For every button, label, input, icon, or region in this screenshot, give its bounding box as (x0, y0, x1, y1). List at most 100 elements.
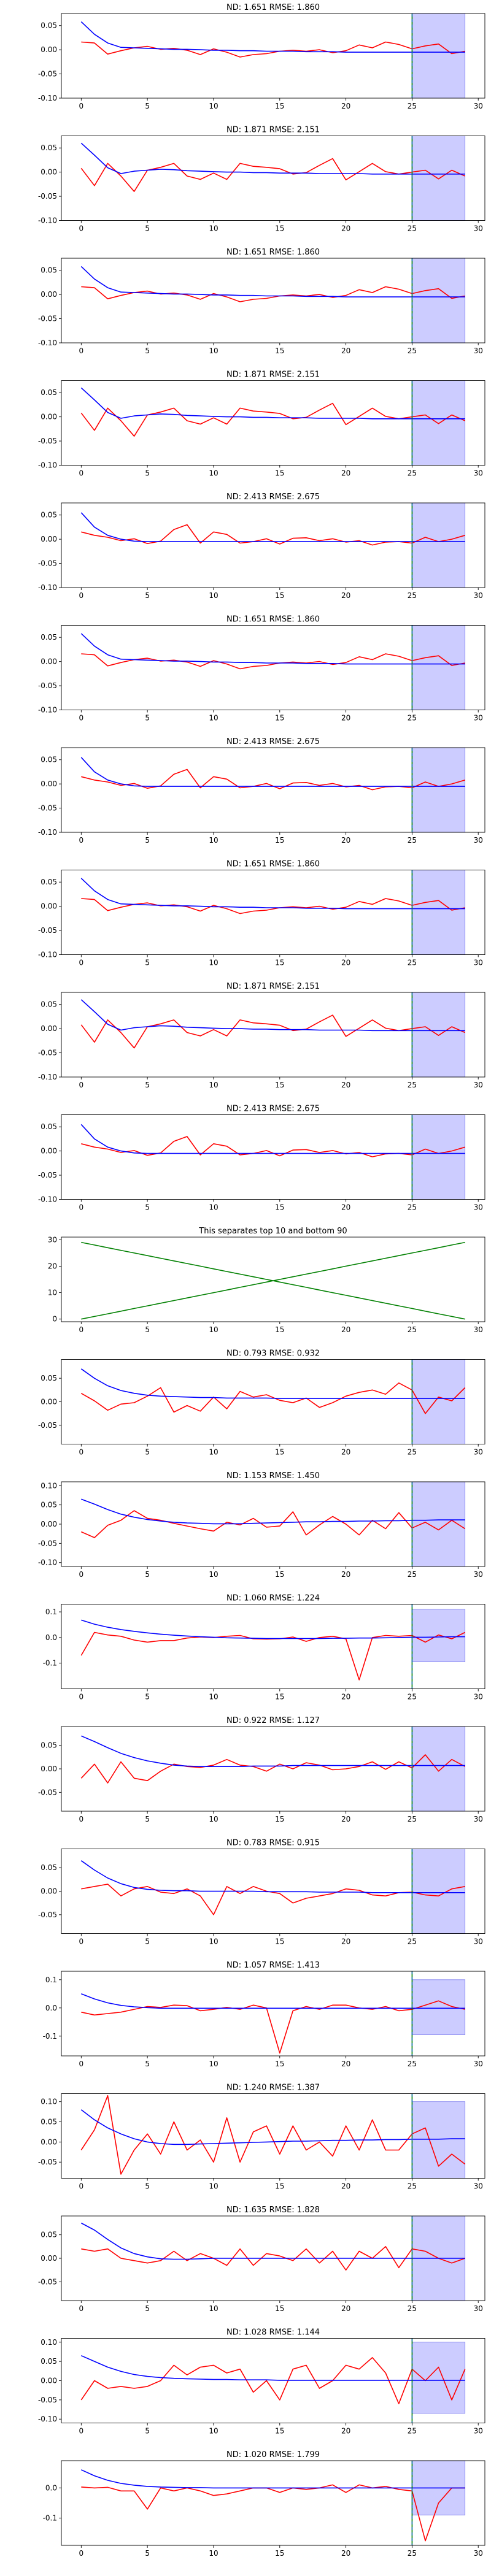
x-tick-label: 15 (275, 2304, 284, 2313)
y-tick-label: -0.05 (38, 1911, 57, 1919)
x-tick-label: 25 (408, 1448, 417, 1457)
x-tick-label: 0 (79, 2182, 84, 2191)
chart-title: ND: 1.651 RMSE: 1.860 (226, 615, 320, 624)
chart-title: ND: 1.871 RMSE: 2.151 (226, 982, 320, 991)
y-tick-label: -0.10 (38, 583, 57, 592)
y-tick-label: -0.05 (38, 1539, 57, 1547)
chart-title: ND: 1.651 RMSE: 1.860 (226, 860, 320, 869)
x-tick-label: 30 (474, 714, 483, 723)
y-tick-label: 0.05 (41, 878, 57, 886)
series-target (81, 2246, 465, 2271)
x-tick-label: 30 (474, 1325, 483, 1334)
x-tick-label: 20 (341, 224, 350, 233)
x-tick-label: 30 (474, 1570, 483, 1579)
x-tick-label: 10 (209, 2182, 218, 2191)
chart-panel-8: ND: 1.651 RMSE: 1.860 0 5 10 15 20 25 30 -0.10 -0… (38, 860, 485, 967)
y-tick-label: 0.05 (41, 633, 57, 642)
series-prediction (81, 1993, 465, 2009)
y-tick-label: -0.05 (38, 1788, 57, 1796)
x-tick-label: 10 (209, 1325, 218, 1334)
x-tick-label: 5 (145, 1325, 150, 1334)
x-tick-label: 25 (408, 1938, 417, 1946)
x-tick-label: 15 (275, 102, 284, 110)
y-tick-label: 0.0 (45, 1633, 57, 1642)
series-target (81, 41, 465, 58)
forecast-band (412, 2342, 466, 2414)
x-tick-label: 10 (209, 469, 218, 478)
chart-panel-11: This separates top 10 and bottom 90 0 5 10 1… (48, 1227, 485, 1334)
series-prediction (80, 1860, 465, 1893)
x-tick-label: 25 (408, 224, 417, 233)
x-tick-label: 30 (474, 2182, 483, 2191)
series-prediction (80, 21, 465, 53)
x-tick-label: 20 (341, 836, 350, 845)
x-tick-label: 20 (341, 1448, 350, 1457)
y-tick-label: -0.10 (38, 1558, 57, 1567)
x-tick-label: 30 (474, 1203, 483, 1212)
x-tick-label: 25 (408, 591, 417, 600)
x-tick-label: 20 (341, 469, 350, 478)
y-tick-label: 0.00 (41, 290, 57, 299)
chart-panel-18: ND: 1.240 RMSE: 1.387 0 5 10 15 20 25 30 -0.05 0.… (38, 2083, 485, 2191)
y-tick-label: -0.05 (38, 437, 57, 445)
forecast-band (412, 1726, 466, 1812)
x-tick-label: 20 (341, 1815, 350, 1823)
chart-panel-4: ND: 1.871 RMSE: 2.151 0 5 10 15 20 25 30 -0.10 -0… (38, 370, 485, 478)
axes-frame (61, 1604, 485, 1689)
x-tick-label: 25 (408, 1570, 417, 1579)
series-target (81, 2484, 465, 2542)
x-tick-label: 10 (209, 1081, 218, 1089)
x-tick-label: 15 (275, 1815, 284, 1823)
x-tick-label: 10 (209, 1570, 218, 1579)
series-prediction (80, 387, 465, 420)
x-tick-label: 30 (474, 836, 483, 845)
x-tick-label: 5 (145, 347, 150, 355)
series-target (80, 1510, 466, 1538)
y-tick-label: 0.00 (41, 1765, 57, 1773)
x-tick-label: 30 (474, 2427, 483, 2436)
x-tick-label: 15 (275, 591, 284, 600)
x-tick-label: 10 (209, 2304, 218, 2313)
y-tick-label: 0.00 (41, 1520, 57, 1528)
y-tick-label: 0.00 (41, 657, 57, 666)
y-tick-label: 0.05 (41, 756, 57, 764)
x-tick-label: 10 (209, 1448, 218, 1457)
x-tick-label: 20 (341, 2549, 350, 2558)
chart-title: This separates top 10 and bottom 90 (198, 1227, 347, 1236)
x-tick-label: 15 (275, 1325, 284, 1334)
axes-frame (61, 870, 485, 955)
x-tick-label: 20 (341, 714, 350, 723)
series-prediction (80, 1735, 465, 1767)
y-tick-label: -0.05 (38, 2158, 57, 2166)
chart-panel-21: ND: 1.020 RMSE: 1.799 0 5 10 15 20 25 30 -0.1 0.0 (43, 2450, 485, 2558)
y-tick-label: 0.10 (41, 1481, 57, 1490)
series-target (80, 1014, 466, 1049)
x-tick-label: 15 (275, 1938, 284, 1946)
y-tick-label: 20 (48, 1262, 57, 1270)
y-tick-label: -0.05 (38, 804, 57, 813)
x-tick-label: 30 (474, 959, 483, 967)
chart-title: ND: 1.871 RMSE: 2.151 (226, 370, 320, 380)
x-tick-label: 5 (145, 2182, 150, 2191)
x-tick-label: 5 (145, 102, 150, 110)
x-tick-label: 25 (408, 1693, 417, 1701)
x-tick-label: 5 (145, 1938, 150, 1946)
chart-title: ND: 1.635 RMSE: 1.828 (226, 2206, 320, 2215)
x-tick-label: 15 (275, 1693, 284, 1701)
x-tick-label: 10 (209, 959, 218, 967)
y-tick-label: -0.10 (38, 2415, 57, 2423)
chart-panel-2: ND: 1.871 RMSE: 2.151 0 5 10 15 20 25 30 -0.10 -0… (38, 126, 485, 233)
axes-frame (61, 502, 485, 588)
chart-panel-17: ND: 1.057 RMSE: 1.413 0 5 10 15 20 25 30 -0.1 0.0… (43, 1961, 485, 2068)
forecast-band (412, 136, 466, 221)
x-tick-label: 0 (79, 2427, 84, 2436)
x-tick-label: 20 (341, 959, 350, 967)
y-tick-label: 0.05 (41, 2231, 57, 2239)
axes-frame (61, 380, 485, 466)
x-tick-label: 15 (275, 959, 284, 967)
series-prediction (80, 142, 465, 175)
x-tick-label: 5 (145, 1081, 150, 1089)
x-tick-label: 20 (341, 1325, 350, 1334)
x-tick-label: 25 (408, 102, 417, 110)
x-tick-label: 15 (275, 347, 284, 355)
